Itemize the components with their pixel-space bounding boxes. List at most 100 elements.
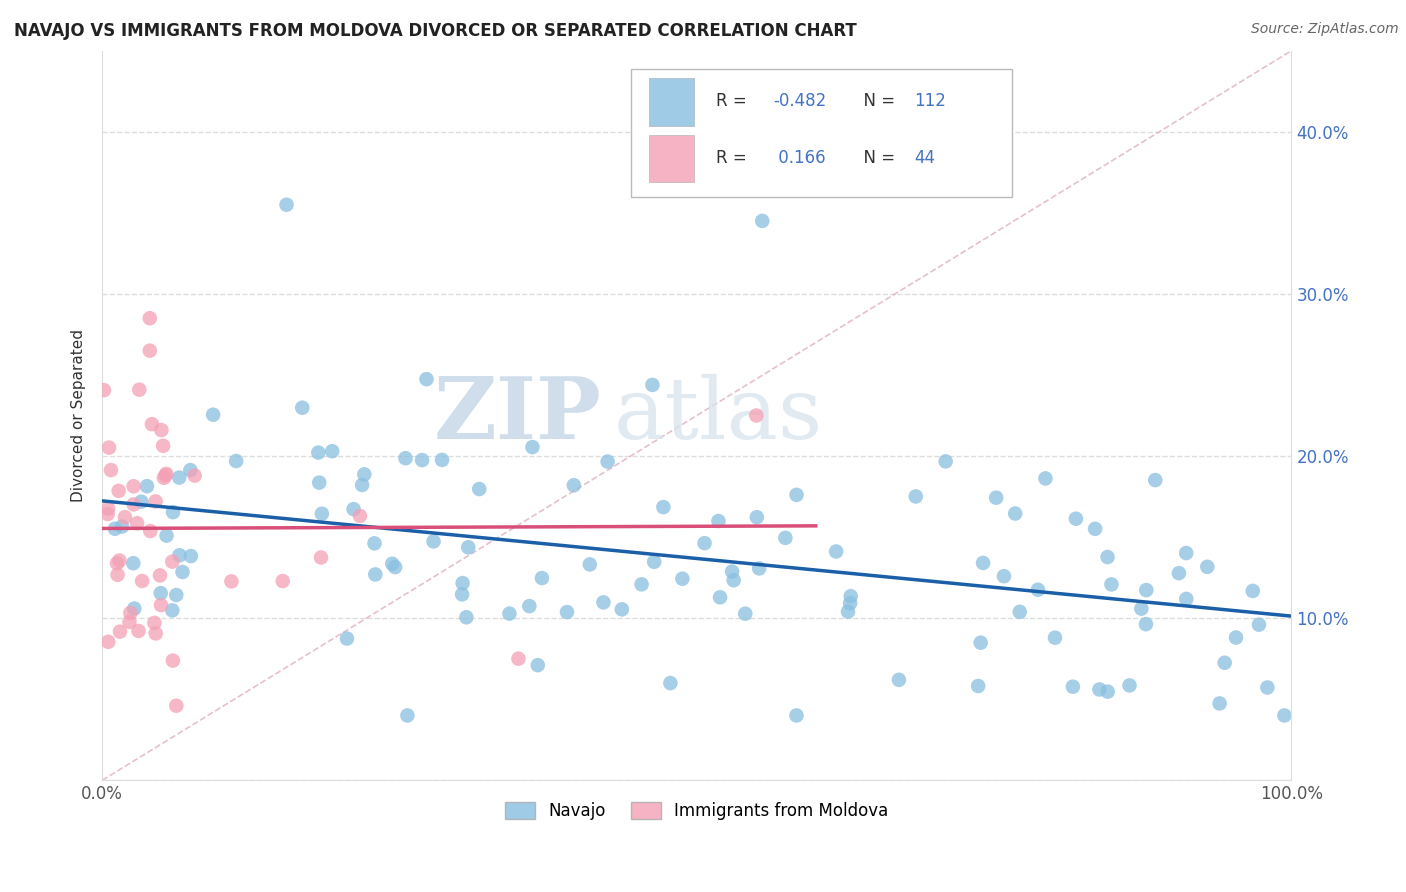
- Point: [169, 548, 191, 562]
- Point: [904, 490, 927, 504]
- Text: R =: R =: [716, 92, 752, 110]
- Point: [451, 576, 474, 591]
- Point: [1097, 684, 1119, 698]
- Point: [457, 541, 479, 555]
- Point: [153, 471, 176, 485]
- Point: [343, 502, 366, 516]
- Point: [652, 500, 675, 515]
- Text: 44: 44: [914, 149, 935, 167]
- Point: [97, 501, 120, 516]
- Point: [183, 468, 205, 483]
- Point: [498, 607, 520, 621]
- Point: [107, 483, 129, 498]
- Point: [381, 557, 404, 571]
- Point: [396, 708, 419, 723]
- Point: [1175, 591, 1198, 606]
- Point: [155, 468, 177, 483]
- Point: [100, 463, 122, 477]
- Point: [307, 445, 329, 459]
- Point: [969, 636, 991, 650]
- Point: [108, 553, 131, 567]
- Point: [149, 568, 172, 582]
- Point: [456, 610, 478, 624]
- Point: [1099, 577, 1122, 591]
- Point: [517, 599, 540, 613]
- Point: [745, 409, 768, 423]
- Point: [451, 587, 474, 601]
- Point: [276, 197, 298, 211]
- Point: [111, 519, 134, 533]
- Point: [693, 536, 716, 550]
- Point: [180, 549, 202, 563]
- Point: [97, 635, 120, 649]
- Point: [592, 595, 614, 609]
- Point: [128, 624, 150, 638]
- Point: [139, 311, 162, 326]
- Point: [149, 586, 172, 600]
- Point: [155, 528, 177, 542]
- Point: [353, 467, 375, 482]
- Point: [1197, 559, 1219, 574]
- FancyBboxPatch shape: [650, 135, 695, 182]
- Point: [1097, 549, 1119, 564]
- Point: [309, 550, 332, 565]
- Point: [825, 544, 848, 558]
- Point: [555, 605, 578, 619]
- Point: [122, 497, 145, 511]
- Point: [1241, 583, 1264, 598]
- Text: R =: R =: [716, 149, 752, 167]
- Point: [508, 651, 530, 665]
- Point: [172, 565, 194, 579]
- Point: [145, 494, 167, 508]
- Point: [131, 574, 153, 588]
- Point: [321, 444, 343, 458]
- Point: [1062, 680, 1084, 694]
- Point: [748, 561, 770, 575]
- Point: [578, 558, 600, 572]
- Point: [745, 510, 768, 524]
- Point: [530, 571, 553, 585]
- Point: [1004, 507, 1026, 521]
- Point: [785, 708, 807, 723]
- Point: [709, 591, 731, 605]
- Point: [751, 214, 773, 228]
- Point: [610, 602, 633, 616]
- Text: N =: N =: [852, 149, 900, 167]
- Point: [165, 698, 187, 713]
- Point: [152, 439, 174, 453]
- Point: [1026, 582, 1049, 597]
- Point: [291, 401, 314, 415]
- Point: [124, 601, 146, 615]
- Point: [364, 567, 387, 582]
- Point: [1135, 617, 1157, 632]
- Point: [155, 467, 177, 481]
- Legend: Navajo, Immigrants from Moldova: Navajo, Immigrants from Moldova: [499, 795, 896, 827]
- Point: [145, 626, 167, 640]
- Text: atlas: atlas: [613, 374, 823, 457]
- Point: [1272, 708, 1295, 723]
- Point: [336, 632, 359, 646]
- Point: [1035, 471, 1057, 485]
- FancyBboxPatch shape: [650, 78, 695, 126]
- Point: [139, 343, 162, 358]
- Point: [1225, 631, 1247, 645]
- Point: [526, 658, 548, 673]
- Point: [136, 479, 159, 493]
- Point: [150, 598, 173, 612]
- Point: [127, 516, 149, 531]
- Point: [1167, 566, 1189, 581]
- Point: [162, 654, 184, 668]
- Point: [1043, 631, 1066, 645]
- Text: Source: ZipAtlas.com: Source: ZipAtlas.com: [1251, 22, 1399, 37]
- Point: [935, 454, 957, 468]
- Point: [394, 451, 416, 466]
- Point: [967, 679, 990, 693]
- FancyBboxPatch shape: [631, 69, 1012, 196]
- Point: [1064, 511, 1087, 525]
- Point: [1130, 601, 1153, 615]
- Point: [786, 488, 808, 502]
- Text: N =: N =: [852, 92, 900, 110]
- Point: [349, 508, 371, 523]
- Point: [98, 441, 121, 455]
- Point: [105, 556, 128, 570]
